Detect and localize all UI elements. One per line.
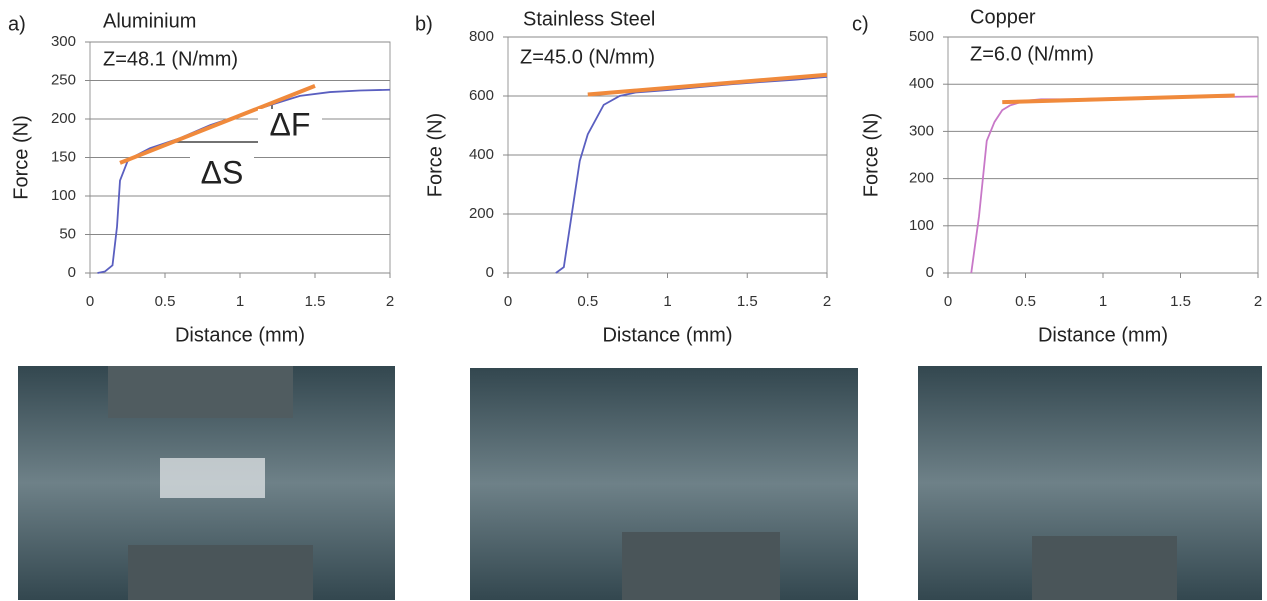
y-tick-label: 0 [68,264,76,281]
y-tick-label: 150 [51,148,76,165]
x-axis-label: Distance (mm) [175,324,305,346]
photo-c [918,366,1262,600]
force-curve [971,96,1258,273]
y-tick-label: 100 [51,187,76,204]
x-tick-label: 0.5 [1015,293,1036,310]
panel-label: a) [8,13,26,35]
x-tick-label: 2 [823,293,831,310]
x-axis-label: Distance (mm) [1038,324,1168,346]
photo-b [470,368,858,600]
y-tick-label: 200 [469,205,494,222]
chart-title: Copper [970,6,1036,28]
annotation: Z=6.0 (N/mm) [970,43,1094,65]
x-tick-label: 1.5 [1170,293,1191,310]
figure: 05010015020025030000.511.52a)AluminiumZ=… [0,0,1267,601]
delta-label: ΔF [270,106,311,142]
annotation: Z=48.1 (N/mm) [103,48,238,70]
y-tick-label: 200 [51,110,76,127]
annotation: Z=45.0 (N/mm) [520,46,655,68]
y-axis-label: Force (N) [424,113,446,197]
x-tick-label: 0.5 [155,293,176,310]
delta-label: ΔS [201,154,244,190]
x-axis-label: Distance (mm) [602,324,732,346]
y-tick-label: 400 [469,146,494,163]
chart-title: Aluminium [103,10,196,32]
y-axis-label: Force (N) [10,115,32,199]
x-tick-label: 2 [1254,293,1262,310]
x-tick-label: 0 [86,293,94,310]
y-tick-label: 50 [59,225,76,242]
x-tick-label: 1 [663,293,671,310]
x-tick-label: 1 [1099,293,1107,310]
x-tick-label: 0 [504,293,512,310]
x-tick-label: 0.5 [577,293,598,310]
x-tick-label: 1.5 [737,293,758,310]
plot-area [948,37,1258,273]
x-tick-label: 2 [386,293,394,310]
photo-a [18,366,395,600]
fit-line [588,75,827,95]
y-tick-label: 0 [926,264,934,281]
y-tick-label: 400 [909,75,934,92]
x-tick-label: 1.5 [305,293,326,310]
y-tick-label: 200 [909,170,934,187]
x-tick-label: 0 [944,293,952,310]
y-tick-label: 100 [909,217,934,234]
y-tick-label: 500 [909,28,934,45]
force-curve [556,77,827,273]
y-tick-label: 300 [51,33,76,50]
y-tick-label: 300 [909,122,934,139]
y-tick-label: 600 [469,87,494,104]
y-tick-label: 800 [469,28,494,45]
y-axis-label: Force (N) [860,113,882,197]
y-tick-label: 250 [51,71,76,88]
panel-label: c) [852,13,869,35]
x-tick-label: 1 [236,293,244,310]
panel-label: b) [415,13,433,35]
chart-title: Stainless Steel [523,8,655,30]
y-tick-label: 0 [486,264,494,281]
